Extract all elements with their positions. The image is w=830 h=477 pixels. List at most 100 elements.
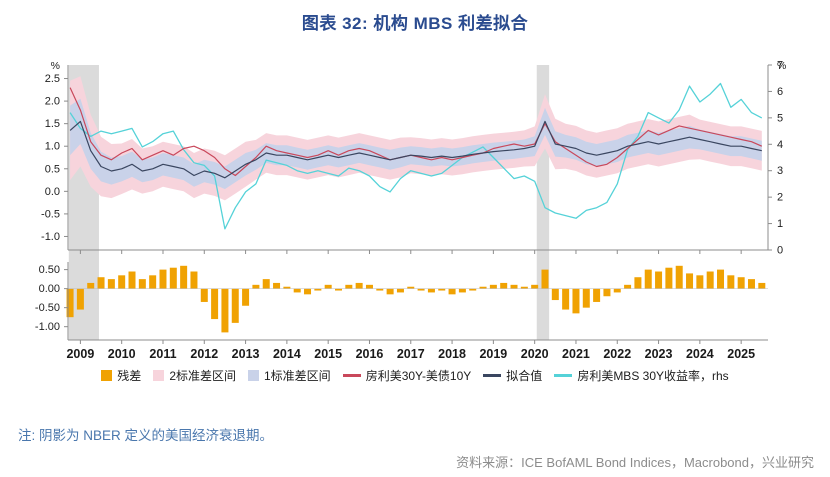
residual-bar xyxy=(365,284,373,289)
x-axis-year-label: 2014 xyxy=(273,347,301,361)
residual-bar xyxy=(314,288,322,291)
chart-legend: 残差 2标准差区间 1标准差区间 房利美30Y-美债10Y 拟合值 房利美MBS 30Y收… xyxy=(0,367,830,384)
legend-label-mbs-yield: 房利美MBS 30Y收益率，rhs xyxy=(577,369,729,383)
residual-bar xyxy=(273,282,281,289)
residual-bar xyxy=(386,288,394,295)
residual-bar xyxy=(345,284,353,289)
legend-label-band-2sd: 2标准差区间 xyxy=(169,369,236,383)
x-axis-year-label: 2019 xyxy=(479,347,507,361)
legend-label-band-1sd: 1标准差区间 xyxy=(264,369,331,383)
residual-bar xyxy=(159,269,167,289)
footnote: 注: 阴影为 NBER 定义的美国经济衰退期。 xyxy=(18,428,274,443)
axis-tick-label: 7 xyxy=(777,60,783,72)
x-axis-year-label: 2018 xyxy=(438,347,466,361)
x-axis-year-label: 2011 xyxy=(149,347,176,361)
residual-bar xyxy=(572,288,580,314)
residual-bar xyxy=(252,284,260,289)
residual-bar xyxy=(469,288,477,291)
residual-bar xyxy=(76,288,84,310)
fitted-line xyxy=(69,120,762,179)
residual-bar xyxy=(500,282,508,289)
left-axis-unit: % xyxy=(51,60,60,72)
residual-bar xyxy=(510,284,518,289)
residual-bar xyxy=(593,288,601,302)
x-axis-year-label: 2025 xyxy=(727,347,755,361)
residual-bar xyxy=(758,282,766,289)
residual-bar xyxy=(531,284,539,289)
legend-item-fitted: 拟合值 xyxy=(483,367,542,384)
x-axis-year-label: 2020 xyxy=(521,347,549,361)
residual-bar xyxy=(128,271,136,289)
residual-bar xyxy=(479,286,487,289)
residual-bar xyxy=(107,279,115,289)
residual-bar xyxy=(211,288,219,320)
axis-tick-label: 0.50 xyxy=(39,264,60,276)
x-axis-year-label: 2022 xyxy=(603,347,631,361)
residual-bar xyxy=(520,286,528,289)
axis-tick-label: 2 xyxy=(777,192,783,204)
residual-bar xyxy=(231,288,239,323)
x-axis-year-label: 2009 xyxy=(66,347,94,361)
axis-tick-label: -0.50 xyxy=(35,302,60,314)
residual-bar xyxy=(293,288,301,293)
residual-bar xyxy=(562,288,570,310)
axis-tick-label: 2.5 xyxy=(45,73,60,85)
residual-bar xyxy=(97,277,105,289)
residual-bar xyxy=(180,265,188,289)
residual-bar xyxy=(169,267,177,289)
residual-bar xyxy=(376,288,384,291)
axis-tick-label: -1.0 xyxy=(41,231,60,243)
residual-bar xyxy=(448,288,456,295)
residual-bar xyxy=(747,279,755,289)
legend-label-residual: 残差 xyxy=(117,369,142,383)
residual-bar xyxy=(242,288,250,306)
residual-bar xyxy=(717,269,725,289)
axis-tick-label: 0 xyxy=(777,245,783,257)
axis-tick-label: 1.0 xyxy=(45,141,60,153)
x-axis-year-label: 2016 xyxy=(356,347,384,361)
residual-bar xyxy=(706,271,714,289)
residual-bar xyxy=(149,275,157,289)
residual-bar xyxy=(417,288,425,291)
mbs-spread-chart: 2.52.01.51.00.50.0-0.5-1.0% 76543210%0.50… xyxy=(35,60,786,362)
legend-item-mbs-yield: 房利美MBS 30Y收益率，rhs xyxy=(554,367,729,384)
residual-bar xyxy=(355,282,363,289)
right-axis-unit: % xyxy=(777,60,786,72)
axis-tick-label: 1 xyxy=(777,218,783,230)
x-axis-year-label: 2021 xyxy=(562,347,590,361)
residual-bar xyxy=(675,265,683,289)
residual-bar xyxy=(489,284,497,289)
residual-bar xyxy=(582,288,590,308)
legend-swatch-spread xyxy=(342,374,361,377)
residual-bar xyxy=(696,275,704,289)
axis-tick-label: 2.0 xyxy=(45,96,60,108)
residual-bar xyxy=(686,273,694,289)
residual-bar xyxy=(655,271,663,289)
x-axis-year-label: 2010 xyxy=(108,347,136,361)
legend-swatch-residual xyxy=(101,370,113,381)
axis-tick-label: 1.5 xyxy=(45,118,60,130)
x-axis-year-label: 2023 xyxy=(645,347,673,361)
chart-title: 图表 32: 机构 MBS 利差拟合 xyxy=(301,14,529,33)
axis-tick-label: 3 xyxy=(777,165,783,177)
residual-bar xyxy=(304,288,312,295)
axis-tick-label: 0.00 xyxy=(39,283,60,295)
residual-bar xyxy=(665,267,673,289)
residual-bar xyxy=(644,269,652,289)
legend-item-band-2sd: 2标准差区间 xyxy=(153,367,236,384)
legend-swatch-mbs-yield xyxy=(554,374,573,377)
residual-bar xyxy=(138,279,146,289)
axis-tick-label: 0.0 xyxy=(45,186,60,198)
x-axis-year-label: 2012 xyxy=(190,347,218,361)
x-axis-year-label: 2024 xyxy=(686,347,714,361)
legend-label-spread: 房利美30Y-美债10Y xyxy=(365,369,472,383)
residual-bar xyxy=(396,288,404,293)
axis-tick-label: -0.5 xyxy=(41,208,60,220)
spread-line xyxy=(69,87,763,177)
residual-bar xyxy=(727,275,735,289)
legend-item-band-1sd: 1标准差区间 xyxy=(248,367,331,384)
axis-tick-label: 5 xyxy=(777,112,783,124)
legend-swatch-band-2sd xyxy=(153,370,165,381)
residual-bar xyxy=(87,282,95,289)
residual-bar xyxy=(634,277,642,289)
